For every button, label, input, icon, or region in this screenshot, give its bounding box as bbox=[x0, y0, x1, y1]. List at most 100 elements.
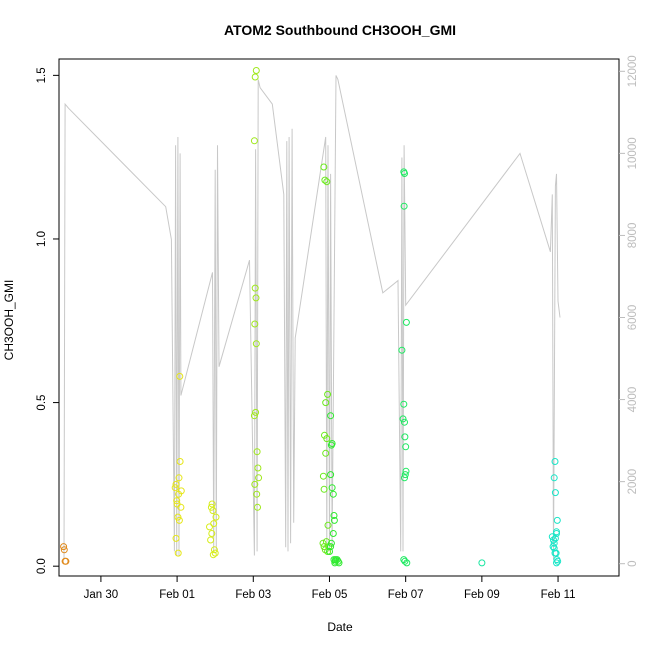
scatter-point-s8-p10 bbox=[549, 543, 557, 551]
scatter-point-s5-p7 bbox=[330, 516, 338, 524]
scatter-point-s5-p3 bbox=[327, 471, 335, 479]
scatter-point-s2-p5 bbox=[210, 520, 218, 528]
x-tick-label: Feb 07 bbox=[388, 589, 424, 601]
scatter-point-s5-p6 bbox=[330, 512, 338, 519]
scatter-point-s6-p1 bbox=[401, 170, 408, 177]
points-layer bbox=[60, 67, 562, 567]
scatter-point-s6-p15 bbox=[403, 559, 411, 567]
scatter-point-s8-p8 bbox=[551, 534, 559, 542]
scatter-point-s1-p11 bbox=[174, 549, 182, 557]
scatter-point-s1-p12 bbox=[175, 516, 183, 524]
scatter-point-s5-p11 bbox=[326, 548, 333, 555]
y2-tick-label: 4000 bbox=[627, 387, 639, 413]
scatter-point-s2-p4 bbox=[209, 507, 217, 515]
scatter-point-s3-p5 bbox=[251, 320, 259, 328]
scatter-point-s6-p7 bbox=[401, 418, 408, 426]
scatter-point-s6-p10 bbox=[402, 467, 410, 475]
scatter-point-s8-p3 bbox=[553, 516, 561, 524]
scatter-point-s0-p1 bbox=[60, 546, 68, 554]
scatter-point-s8-p9 bbox=[553, 530, 560, 537]
y-tick-label: 1.0 bbox=[36, 231, 48, 247]
scatter-point-s3-p8 bbox=[252, 408, 260, 416]
scatter-point-s4-p15 bbox=[324, 548, 332, 555]
scatter-point-s6-p9 bbox=[402, 443, 410, 451]
scatter-point-s7-p0 bbox=[478, 559, 486, 567]
scatter-point-s3-p7 bbox=[250, 412, 258, 420]
scatter-point-s6-p6 bbox=[399, 415, 407, 423]
y2-tick-label: 0 bbox=[627, 560, 639, 566]
x-axis-label: Date bbox=[327, 620, 353, 634]
scatter-point-s8-p6 bbox=[550, 536, 557, 544]
scatter-point-s3-p10 bbox=[254, 464, 262, 472]
scatter-point-s1-p4 bbox=[174, 513, 182, 521]
scatter-point-s4-p6 bbox=[322, 449, 330, 457]
scatter-point-s3-p13 bbox=[253, 490, 261, 498]
scatter-point-s8-p13 bbox=[552, 549, 560, 557]
scatter-point-s1-p6 bbox=[175, 474, 183, 482]
scatter-point-s2-p10 bbox=[209, 551, 217, 559]
scatter-point-s5-p2 bbox=[328, 440, 336, 447]
scatter-point-s3-p11 bbox=[255, 474, 263, 482]
scatter-point-s2-p6 bbox=[210, 546, 218, 554]
scatter-point-s2-p7 bbox=[211, 549, 219, 557]
scatter-point-s6-p4 bbox=[398, 346, 406, 354]
y2-tick-label: 6000 bbox=[627, 305, 639, 331]
y2-tick-label: 8000 bbox=[627, 223, 639, 249]
y-tick-label: 0.0 bbox=[36, 558, 48, 574]
scatter-point-s3-p0 bbox=[250, 137, 258, 145]
scatter-point-s4-p11 bbox=[319, 539, 327, 547]
x-tick-label: Feb 11 bbox=[541, 589, 576, 601]
y-tick-label: 0.5 bbox=[36, 395, 48, 411]
scatter-point-s6-p8 bbox=[401, 433, 409, 441]
scatter-point-s5-p4 bbox=[328, 484, 336, 492]
scatter-point-s6-p12 bbox=[401, 474, 408, 482]
altitude-layer bbox=[63, 75, 561, 560]
scatter-point-s4-p9 bbox=[320, 485, 328, 493]
altitude-series-line bbox=[63, 75, 561, 560]
x-tick-label: Feb 03 bbox=[235, 589, 271, 601]
scatter-point-s1-p8 bbox=[176, 458, 184, 465]
scatter-point-s5-p8 bbox=[329, 530, 337, 537]
scatter-point-s1-p13 bbox=[177, 487, 185, 495]
scatter-point-s4-p0 bbox=[320, 163, 328, 171]
y-tick-label: 1.5 bbox=[36, 67, 48, 83]
scatter-point-s2-p9 bbox=[208, 530, 216, 537]
x-tick-label: Feb 09 bbox=[464, 589, 500, 601]
scatter-point-s3-p14 bbox=[254, 503, 261, 511]
scatter-point-s3-p3 bbox=[251, 284, 259, 292]
y-axis-label: CH3OOH_GMI bbox=[2, 280, 16, 361]
scatter-point-s3-p2 bbox=[252, 67, 260, 74]
scatter-point-s1-p7 bbox=[176, 372, 184, 380]
scatter-point-s0-p0 bbox=[60, 543, 68, 551]
scatter-point-s1-p10 bbox=[172, 534, 180, 542]
scatter-point-s5-p18 bbox=[331, 559, 339, 567]
scatter-point-s4-p8 bbox=[319, 472, 327, 480]
scatter-point-s5-p10 bbox=[327, 543, 335, 551]
scatter-point-s8-p7 bbox=[550, 539, 558, 547]
scatter-point-s3-p4 bbox=[252, 294, 260, 302]
scatter-point-s1-p1 bbox=[172, 480, 180, 488]
scatter-point-s2-p3 bbox=[208, 500, 216, 508]
scatter-point-s8-p15 bbox=[554, 557, 562, 565]
scatter-point-s1-p0 bbox=[171, 484, 179, 492]
scatter-point-s3-p9 bbox=[253, 448, 261, 456]
scatter-point-s6-p3 bbox=[402, 318, 410, 326]
scatter-point-s4-p3 bbox=[322, 399, 330, 407]
x-tick-label: Feb 01 bbox=[159, 589, 195, 601]
scatter-point-s8-p0 bbox=[551, 458, 559, 465]
scatter-point-s5-p9 bbox=[327, 539, 335, 547]
scatter-point-s2-p8 bbox=[212, 513, 220, 521]
x-tick-label: Jan 30 bbox=[84, 589, 119, 601]
scatter-point-s8-p16 bbox=[553, 559, 560, 567]
x-tick-label: Feb 05 bbox=[312, 589, 348, 601]
scatter-point-s0-p3 bbox=[62, 557, 70, 565]
scatter-point-s1-p9 bbox=[177, 503, 185, 511]
scatter-point-s3-p6 bbox=[252, 340, 260, 348]
scatter-point-s3-p1 bbox=[251, 73, 259, 81]
scatter-point-s4-p2 bbox=[323, 178, 331, 186]
scatter-point-s4-p1 bbox=[321, 176, 329, 184]
scatter-point-s4-p4 bbox=[324, 390, 332, 398]
scatter-point-s4-p7 bbox=[323, 435, 331, 443]
